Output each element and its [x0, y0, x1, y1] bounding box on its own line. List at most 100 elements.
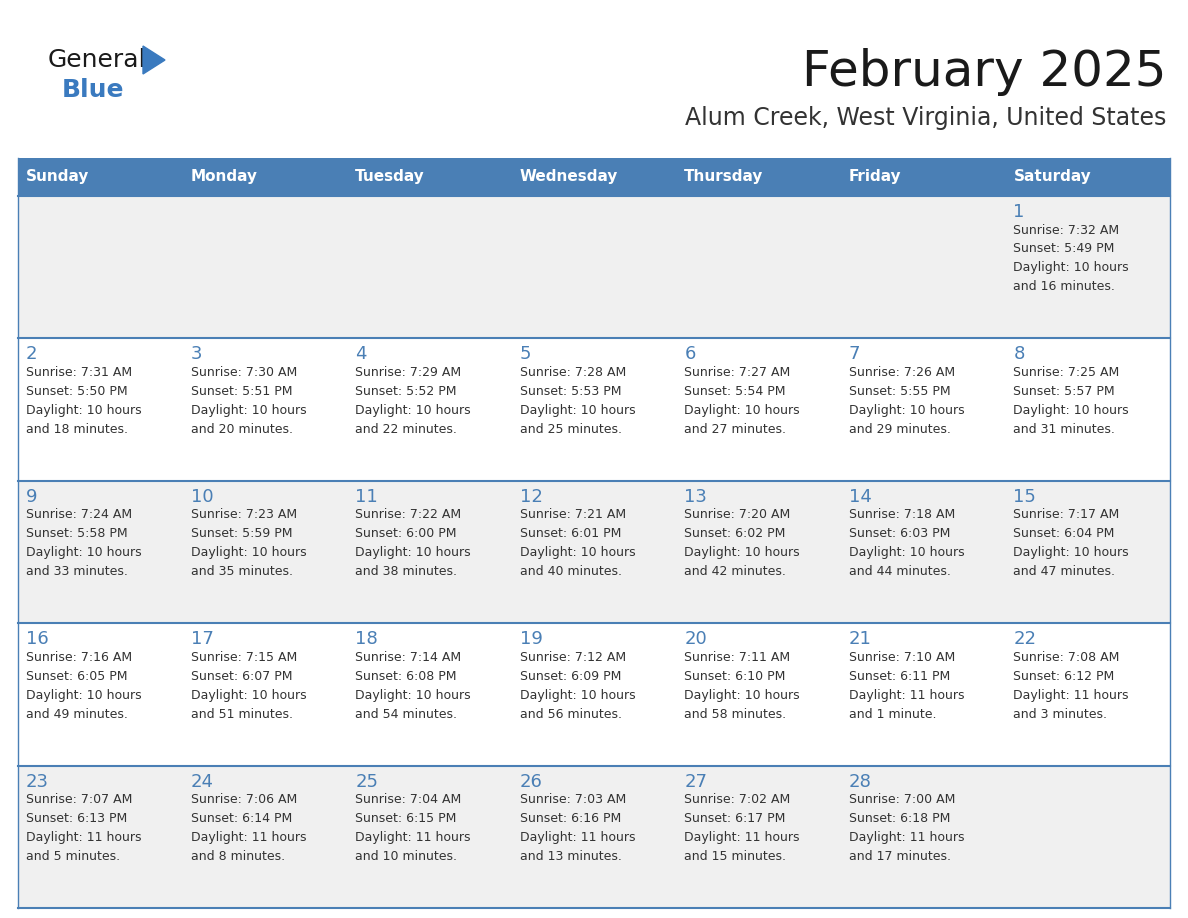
- Text: Sunset: 5:57 PM: Sunset: 5:57 PM: [1013, 385, 1116, 397]
- Text: Sunrise: 7:26 AM: Sunrise: 7:26 AM: [849, 366, 955, 379]
- Text: 28: 28: [849, 773, 872, 790]
- Text: Daylight: 10 hours: Daylight: 10 hours: [1013, 262, 1129, 274]
- Text: 22: 22: [1013, 630, 1036, 648]
- Text: and 17 minutes.: and 17 minutes.: [849, 850, 950, 863]
- Text: Daylight: 10 hours: Daylight: 10 hours: [684, 688, 800, 701]
- Text: Sunset: 6:10 PM: Sunset: 6:10 PM: [684, 670, 785, 683]
- Text: 6: 6: [684, 345, 696, 364]
- Bar: [512, 339, 676, 481]
- Text: Sunday: Sunday: [26, 170, 89, 185]
- Bar: [347, 481, 512, 623]
- Text: and 44 minutes.: and 44 minutes.: [849, 565, 950, 578]
- Text: Sunset: 5:54 PM: Sunset: 5:54 PM: [684, 385, 785, 397]
- Text: Sunrise: 7:20 AM: Sunrise: 7:20 AM: [684, 509, 790, 521]
- Bar: [347, 623, 512, 766]
- Text: Sunset: 5:55 PM: Sunset: 5:55 PM: [849, 385, 950, 397]
- Bar: [347, 158, 512, 196]
- Text: and 56 minutes.: and 56 minutes.: [519, 708, 621, 721]
- Text: and 5 minutes.: and 5 minutes.: [26, 850, 120, 863]
- Text: Sunrise: 7:18 AM: Sunrise: 7:18 AM: [849, 509, 955, 521]
- Text: Daylight: 10 hours: Daylight: 10 hours: [190, 404, 307, 417]
- Bar: [18, 196, 183, 339]
- Text: Sunrise: 7:32 AM: Sunrise: 7:32 AM: [1013, 223, 1119, 237]
- Text: Sunset: 5:59 PM: Sunset: 5:59 PM: [190, 527, 292, 541]
- Text: and 51 minutes.: and 51 minutes.: [190, 708, 292, 721]
- Text: Sunrise: 7:07 AM: Sunrise: 7:07 AM: [26, 793, 132, 806]
- Bar: [512, 158, 676, 196]
- Text: Sunset: 6:13 PM: Sunset: 6:13 PM: [26, 812, 127, 825]
- Text: 26: 26: [519, 773, 543, 790]
- Text: Sunrise: 7:27 AM: Sunrise: 7:27 AM: [684, 366, 790, 379]
- Text: Daylight: 10 hours: Daylight: 10 hours: [26, 404, 141, 417]
- Bar: [1005, 339, 1170, 481]
- Text: Sunrise: 7:00 AM: Sunrise: 7:00 AM: [849, 793, 955, 806]
- Text: Daylight: 11 hours: Daylight: 11 hours: [1013, 688, 1129, 701]
- Text: Sunset: 6:02 PM: Sunset: 6:02 PM: [684, 527, 785, 541]
- Text: and 40 minutes.: and 40 minutes.: [519, 565, 621, 578]
- Text: Daylight: 10 hours: Daylight: 10 hours: [190, 688, 307, 701]
- Text: Daylight: 10 hours: Daylight: 10 hours: [849, 546, 965, 559]
- Text: and 35 minutes.: and 35 minutes.: [190, 565, 292, 578]
- Text: and 42 minutes.: and 42 minutes.: [684, 565, 786, 578]
- Bar: [183, 196, 347, 339]
- Bar: [1005, 766, 1170, 908]
- Text: Saturday: Saturday: [1013, 170, 1092, 185]
- Text: 11: 11: [355, 487, 378, 506]
- Bar: [841, 196, 1005, 339]
- Text: Sunset: 6:05 PM: Sunset: 6:05 PM: [26, 670, 127, 683]
- Text: Wednesday: Wednesday: [519, 170, 618, 185]
- Text: 15: 15: [1013, 487, 1036, 506]
- Text: Sunset: 5:49 PM: Sunset: 5:49 PM: [1013, 242, 1114, 255]
- Text: 16: 16: [26, 630, 49, 648]
- Text: Sunset: 5:53 PM: Sunset: 5:53 PM: [519, 385, 621, 397]
- Text: Sunrise: 7:08 AM: Sunrise: 7:08 AM: [1013, 651, 1120, 664]
- Text: 9: 9: [26, 487, 38, 506]
- Bar: [841, 766, 1005, 908]
- Text: Sunset: 6:11 PM: Sunset: 6:11 PM: [849, 670, 950, 683]
- Text: Daylight: 11 hours: Daylight: 11 hours: [684, 831, 800, 844]
- Text: and 22 minutes.: and 22 minutes.: [355, 423, 457, 436]
- Text: Daylight: 10 hours: Daylight: 10 hours: [1013, 404, 1129, 417]
- Text: and 54 minutes.: and 54 minutes.: [355, 708, 457, 721]
- Text: Sunset: 6:08 PM: Sunset: 6:08 PM: [355, 670, 456, 683]
- Text: Daylight: 10 hours: Daylight: 10 hours: [355, 546, 470, 559]
- Text: and 31 minutes.: and 31 minutes.: [1013, 423, 1116, 436]
- Bar: [512, 623, 676, 766]
- Text: Daylight: 10 hours: Daylight: 10 hours: [355, 404, 470, 417]
- Text: 10: 10: [190, 487, 213, 506]
- Text: Sunset: 5:50 PM: Sunset: 5:50 PM: [26, 385, 127, 397]
- Bar: [676, 196, 841, 339]
- Text: Sunset: 5:58 PM: Sunset: 5:58 PM: [26, 527, 127, 541]
- Text: 8: 8: [1013, 345, 1025, 364]
- Text: Sunrise: 7:14 AM: Sunrise: 7:14 AM: [355, 651, 461, 664]
- Text: 14: 14: [849, 487, 872, 506]
- Text: Sunrise: 7:12 AM: Sunrise: 7:12 AM: [519, 651, 626, 664]
- Bar: [347, 766, 512, 908]
- Bar: [676, 158, 841, 196]
- Text: Monday: Monday: [190, 170, 258, 185]
- Text: Sunset: 6:17 PM: Sunset: 6:17 PM: [684, 812, 785, 825]
- Text: Sunrise: 7:21 AM: Sunrise: 7:21 AM: [519, 509, 626, 521]
- Text: and 18 minutes.: and 18 minutes.: [26, 423, 128, 436]
- Text: and 10 minutes.: and 10 minutes.: [355, 850, 457, 863]
- Text: Sunrise: 7:03 AM: Sunrise: 7:03 AM: [519, 793, 626, 806]
- Text: Sunrise: 7:15 AM: Sunrise: 7:15 AM: [190, 651, 297, 664]
- Text: 3: 3: [190, 345, 202, 364]
- Bar: [841, 481, 1005, 623]
- Text: Blue: Blue: [62, 78, 125, 102]
- Bar: [347, 339, 512, 481]
- Text: Daylight: 10 hours: Daylight: 10 hours: [190, 546, 307, 559]
- Text: and 29 minutes.: and 29 minutes.: [849, 423, 950, 436]
- Text: Daylight: 11 hours: Daylight: 11 hours: [519, 831, 636, 844]
- Text: Sunset: 6:15 PM: Sunset: 6:15 PM: [355, 812, 456, 825]
- Text: Sunset: 6:12 PM: Sunset: 6:12 PM: [1013, 670, 1114, 683]
- Text: 2: 2: [26, 345, 38, 364]
- Bar: [18, 766, 183, 908]
- Bar: [841, 623, 1005, 766]
- Text: and 25 minutes.: and 25 minutes.: [519, 423, 621, 436]
- Text: 7: 7: [849, 345, 860, 364]
- Text: 25: 25: [355, 773, 378, 790]
- Bar: [183, 481, 347, 623]
- Text: 19: 19: [519, 630, 543, 648]
- Bar: [512, 196, 676, 339]
